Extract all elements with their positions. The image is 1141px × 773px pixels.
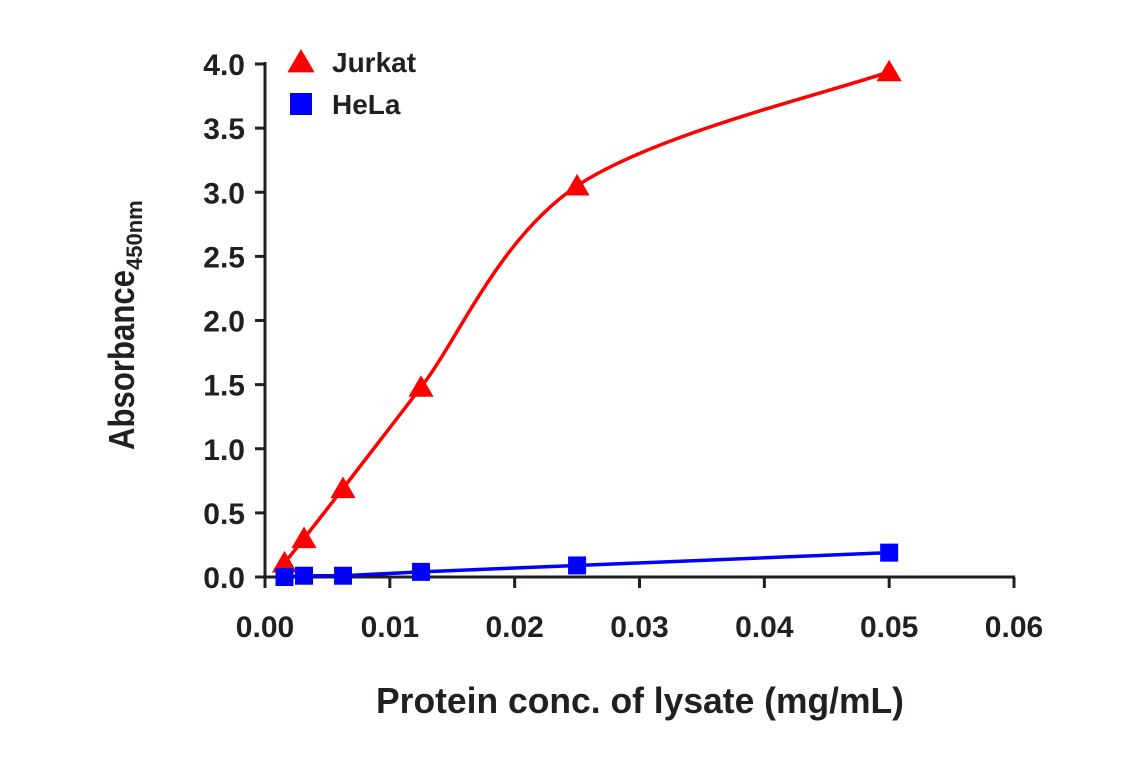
data-point-triangle (271, 550, 298, 573)
x-tick-label: 0.06 (985, 611, 1043, 644)
y-axis-label: Absorbance450nm (101, 200, 147, 450)
x-tick-label: 0.01 (361, 611, 419, 644)
legend-item-hela: HeLa (290, 89, 401, 120)
legend-item-jurkat: Jurkat (287, 47, 416, 78)
x-tick-label: 0.00 (236, 611, 294, 644)
x-tick-label: 0.03 (610, 611, 668, 644)
data-point-square (568, 556, 587, 575)
data-point-square (275, 568, 294, 586)
series-hela (275, 543, 899, 586)
legend-label: HeLa (332, 89, 401, 120)
data-point-square (412, 562, 431, 581)
data-point-square (334, 566, 353, 585)
y-tick-label: 4.0 (203, 49, 245, 82)
x-tick-label: 0.04 (735, 611, 794, 644)
y-axis-label-main: Absorbance (101, 270, 142, 450)
y-tick-label: 0.5 (203, 498, 245, 531)
data-point-triangle (408, 375, 434, 397)
series-line (284, 550, 890, 579)
legend: Jurkat HeLa (287, 47, 416, 120)
y-axis-label-subscript: 450nm (122, 200, 147, 270)
x-axis-label: Protein conc. of lysate (mg/mL) (376, 680, 904, 721)
data-point-triangle (876, 59, 902, 82)
series-layer (271, 59, 902, 586)
x-tick-label: 0.02 (485, 611, 543, 644)
data-point-triangle (564, 173, 590, 196)
data-point-triangle (291, 526, 317, 549)
y-tick-label: 3.5 (203, 113, 245, 146)
data-point-square (880, 543, 899, 562)
legend-triangle-icon (287, 49, 315, 73)
data-point-square (295, 566, 314, 585)
legend-square-icon (290, 93, 312, 115)
y-tick-label: 1.5 (203, 370, 245, 403)
y-tick-label: 2.0 (203, 306, 245, 339)
x-tick-label: 0.05 (860, 611, 918, 644)
y-tick-label: 1.0 (203, 434, 245, 467)
series-jurkat (271, 59, 902, 573)
series-line (283, 70, 890, 564)
y-tick-label: 0.0 (203, 562, 245, 595)
data-point-triangle (330, 476, 356, 499)
legend-label: Jurkat (332, 47, 416, 78)
y-tick-label: 3.0 (203, 177, 245, 210)
y-tick-label: 2.5 (203, 241, 245, 274)
axes: 0.0 0.5 1.0 1.5 2.0 2.5 3.0 3.5 4.0 0.00 0.01 0.02 0… (203, 49, 1043, 644)
